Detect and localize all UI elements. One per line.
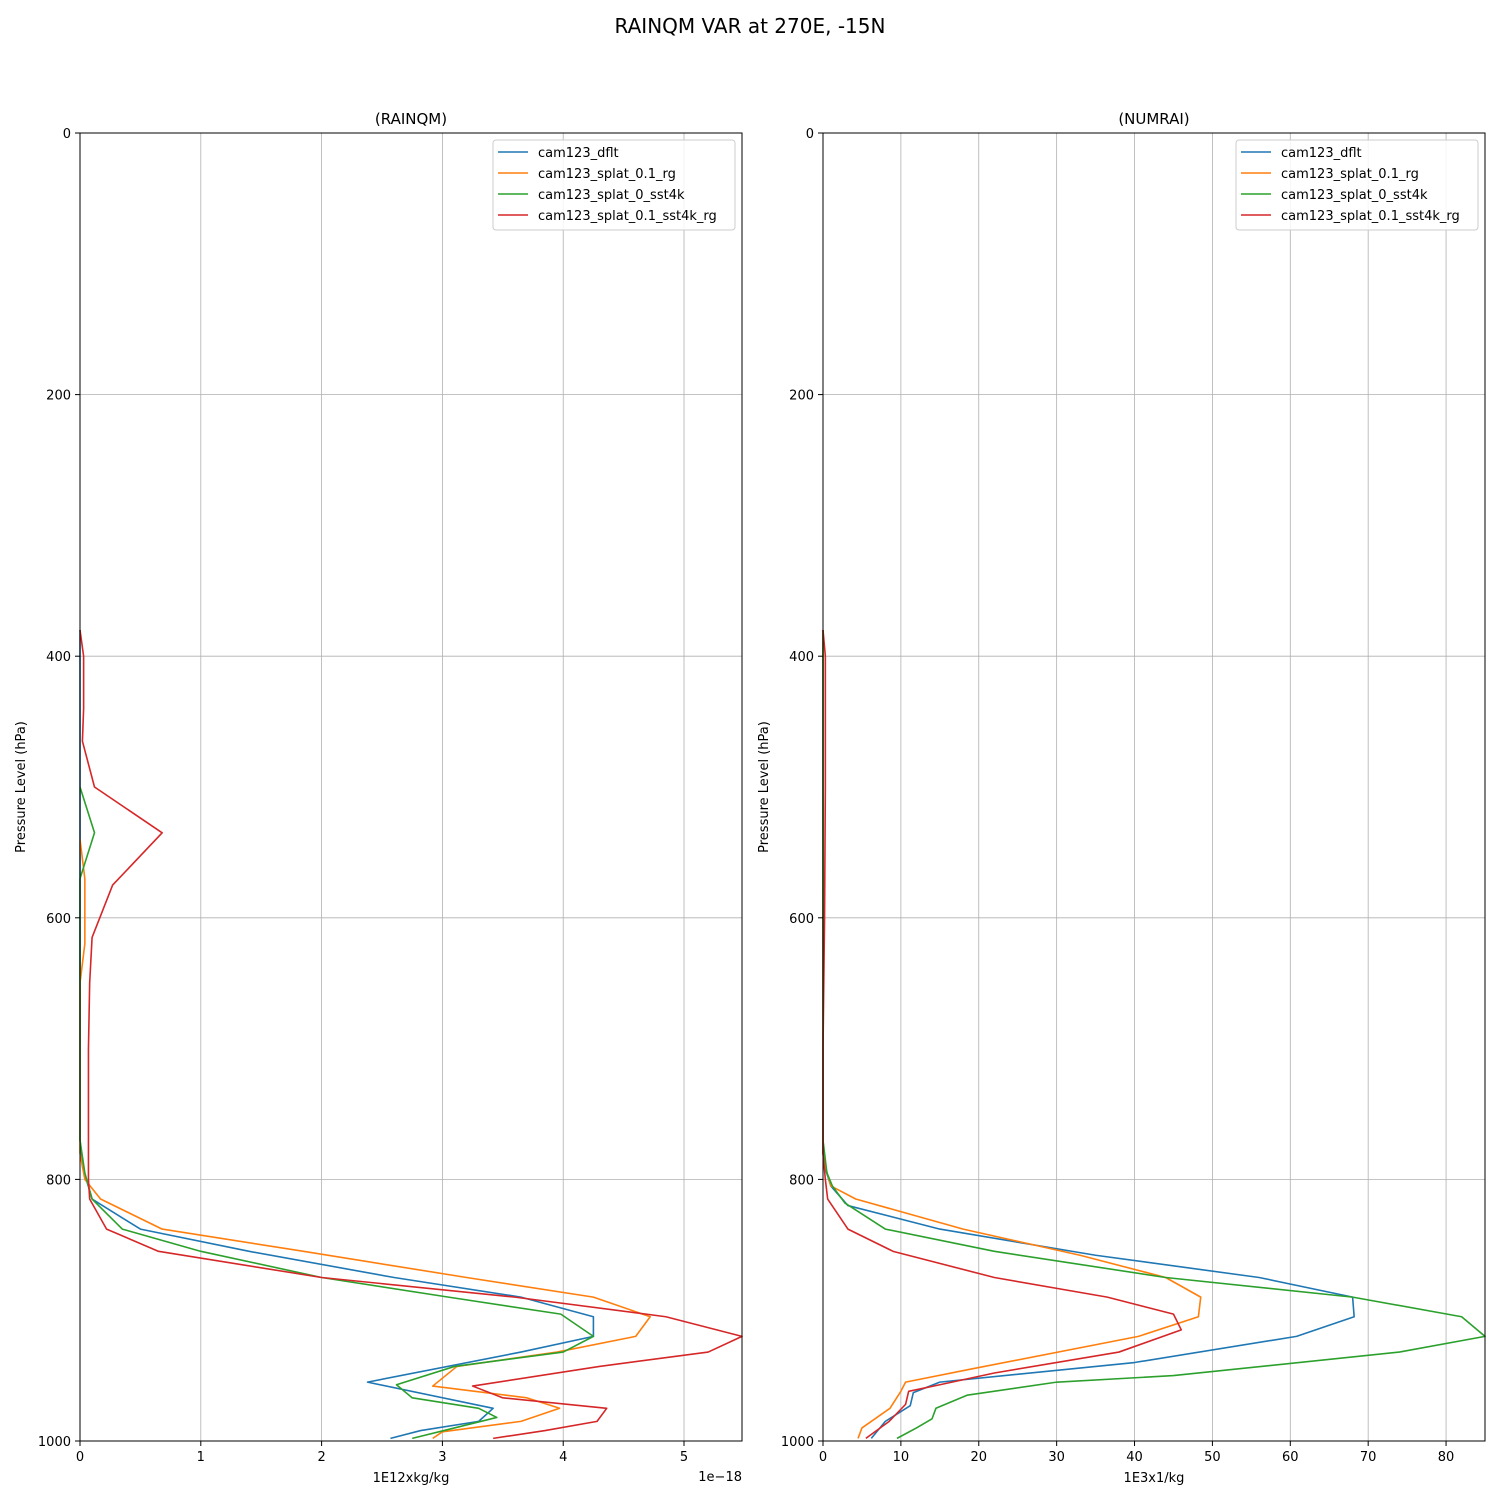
panel-2-series-line-2 <box>822 630 1202 1439</box>
panel-2-y-tick-label: 800 <box>789 1173 814 1188</box>
panel-1-x-tick-label: 4 <box>559 1450 567 1465</box>
panel-1-y-axis-label: Pressure Level (hPa) <box>14 721 29 853</box>
panel-1-series-line-1 <box>79 630 595 1440</box>
panel-1-y-tick-label: 800 <box>46 1173 71 1188</box>
panel-1-series-line-3 <box>79 786 595 1440</box>
panel-2-x-tick-label: 40 <box>1126 1450 1143 1465</box>
panel-2-y-tick-label: 400 <box>789 650 814 665</box>
panel-2-x-tick-label: 70 <box>1360 1450 1377 1465</box>
panel-2-x-tick-label: 50 <box>1204 1450 1221 1465</box>
panel-1-y-tick-label: 1000 <box>38 1435 71 1450</box>
panel-2-legend-label-1: cam123_dflt <box>1281 146 1362 161</box>
panel-1-x-axis-label: 1E12xkg/kg <box>373 1471 450 1486</box>
panel-1-x-tick-label: 5 <box>680 1450 688 1465</box>
panel-2-x-tick-label: 60 <box>1282 1450 1299 1465</box>
panel-2-y-tick-label: 600 <box>789 912 814 927</box>
panel-2-x-tick-label: 0 <box>819 1450 827 1465</box>
panel-1-x-tick-label: 3 <box>438 1450 446 1465</box>
panel-1-x-tick-label: 0 <box>76 1450 84 1465</box>
panel-2-series-line-3 <box>822 630 1486 1440</box>
panel-1-x-tick-label: 1 <box>197 1450 205 1465</box>
panel-1-series-line-2 <box>79 839 651 1440</box>
panel-1-y-tick-label: 600 <box>46 912 71 927</box>
panel-1-title: (RAINQM) <box>375 110 447 128</box>
panel-2-plot-frame <box>822 132 1486 1442</box>
panel-2-series-line-4 <box>822 629 1183 1440</box>
panel-2-x-tick-label: 30 <box>1048 1450 1065 1465</box>
panel-2-y-axis-label: Pressure Level (hPa) <box>757 721 772 853</box>
panel-1-legend-box <box>492 139 736 231</box>
panel-2-y-tick-label: 1000 <box>781 1435 814 1450</box>
panel-1-x-tick-label: 2 <box>317 1450 325 1465</box>
panel-2-x-axis-label: 1E3x1/kg <box>1124 1471 1185 1486</box>
panel-2-legend-label-2: cam123_splat_0.1_rg <box>1281 167 1419 182</box>
panel-2-y-tick-label: 200 <box>789 389 814 404</box>
panel-1-legend-label-3: cam123_splat_0_sst4k <box>538 188 685 203</box>
panel-1-y-tick-label: 400 <box>46 650 71 665</box>
panel-2-title: (NUMRAI) <box>1118 110 1189 128</box>
panel-2-x-tick-label: 80 <box>1438 1450 1455 1465</box>
panel-2-legend-label-3: cam123_splat_0_sst4k <box>1281 188 1428 203</box>
panel-2-legend-box <box>1235 139 1479 231</box>
panel-1-legend-label-1: cam123_dflt <box>538 146 619 161</box>
figure-title: RAINQM VAR at 270E, -15N <box>614 14 886 38</box>
panel-2-x-tick-label: 10 <box>893 1450 910 1465</box>
panel-1-legend-label-4: cam123_splat_0.1_sst4k_rg <box>538 209 717 224</box>
panel-1-plot-frame <box>79 132 743 1442</box>
panel-1-series-line-4 <box>79 629 743 1440</box>
panel-2-y-tick-label: 0 <box>806 127 814 142</box>
panel-1-x-offset-text: 1e−18 <box>698 1470 742 1485</box>
panel-1-y-tick-label: 0 <box>63 127 71 142</box>
panel-2-x-tick-label: 20 <box>970 1450 987 1465</box>
panel-1-y-tick-label: 200 <box>46 389 71 404</box>
panel-2-series-line-1 <box>822 630 1355 1439</box>
panel-2-legend-label-4: cam123_splat_0.1_sst4k_rg <box>1281 209 1460 224</box>
panel-1-legend-label-2: cam123_splat_0.1_rg <box>538 167 676 182</box>
